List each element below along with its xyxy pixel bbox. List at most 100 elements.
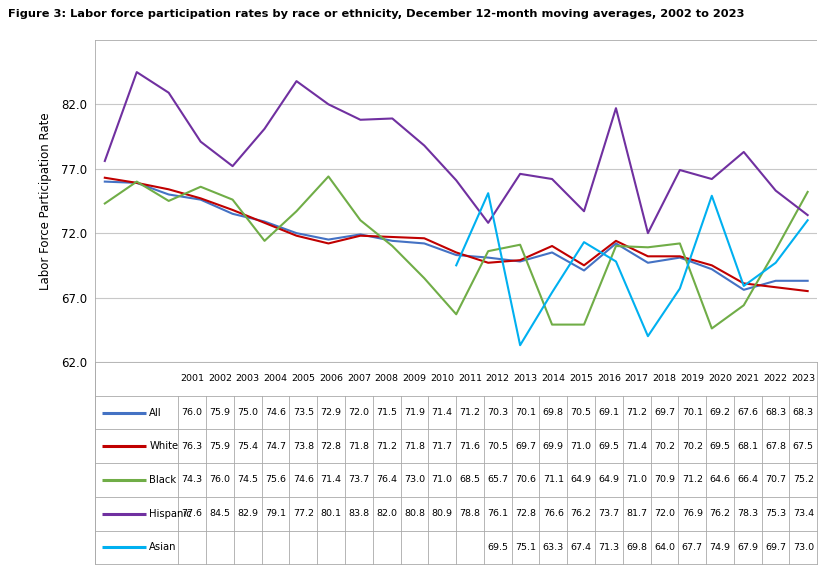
Text: 68.3: 68.3 <box>764 408 785 417</box>
Text: 76.6: 76.6 <box>543 509 563 518</box>
Text: 70.9: 70.9 <box>653 475 674 484</box>
Text: 75.0: 75.0 <box>237 408 258 417</box>
Text: 76.2: 76.2 <box>570 509 590 518</box>
Text: 2021: 2021 <box>735 374 759 383</box>
Text: 71.1: 71.1 <box>543 475 563 484</box>
Text: 74.6: 74.6 <box>293 475 313 484</box>
Text: 69.9: 69.9 <box>543 442 563 451</box>
Text: 75.9: 75.9 <box>209 442 230 451</box>
Text: 71.0: 71.0 <box>570 442 590 451</box>
Text: 70.3: 70.3 <box>486 408 508 417</box>
Text: 71.9: 71.9 <box>404 408 424 417</box>
Text: 75.3: 75.3 <box>764 509 785 518</box>
Text: 69.8: 69.8 <box>625 543 647 552</box>
Text: 74.3: 74.3 <box>181 475 203 484</box>
Text: 72.0: 72.0 <box>348 408 369 417</box>
Text: 79.1: 79.1 <box>265 509 285 518</box>
Text: 76.9: 76.9 <box>681 509 702 518</box>
Text: 2008: 2008 <box>374 374 398 383</box>
Text: 76.3: 76.3 <box>181 442 203 451</box>
Text: 69.5: 69.5 <box>709 442 729 451</box>
Text: 73.8: 73.8 <box>293 442 313 451</box>
Text: 74.7: 74.7 <box>265 442 285 451</box>
Text: 70.1: 70.1 <box>681 408 702 417</box>
Text: 2007: 2007 <box>347 374 370 383</box>
Text: 75.2: 75.2 <box>792 475 813 484</box>
Text: 2003: 2003 <box>236 374 260 383</box>
Text: 2001: 2001 <box>180 374 204 383</box>
Y-axis label: Labor Force Participation Rate: Labor Force Participation Rate <box>40 112 52 290</box>
Text: 2022: 2022 <box>762 374 786 383</box>
Text: 2004: 2004 <box>263 374 287 383</box>
Text: 2023: 2023 <box>791 374 815 383</box>
Text: 70.6: 70.6 <box>514 475 535 484</box>
Text: 69.7: 69.7 <box>514 442 535 451</box>
Text: 65.7: 65.7 <box>486 475 508 484</box>
Text: 70.7: 70.7 <box>764 475 785 484</box>
Text: 2020: 2020 <box>707 374 731 383</box>
Text: 71.4: 71.4 <box>320 475 342 484</box>
Text: 80.8: 80.8 <box>404 509 424 518</box>
Text: 67.9: 67.9 <box>736 543 758 552</box>
Text: 2013: 2013 <box>513 374 537 383</box>
Text: 2016: 2016 <box>596 374 620 383</box>
Text: 71.2: 71.2 <box>681 475 702 484</box>
Text: 69.2: 69.2 <box>709 408 729 417</box>
Text: 2010: 2010 <box>430 374 454 383</box>
Text: 70.1: 70.1 <box>514 408 535 417</box>
Text: 73.5: 73.5 <box>293 408 313 417</box>
Text: 82.9: 82.9 <box>237 509 258 518</box>
Text: 82.0: 82.0 <box>375 509 397 518</box>
Text: 73.7: 73.7 <box>348 475 369 484</box>
Text: 70.2: 70.2 <box>653 442 674 451</box>
Text: 75.4: 75.4 <box>237 442 258 451</box>
Text: 73.0: 73.0 <box>791 543 813 552</box>
Text: 83.8: 83.8 <box>348 509 369 518</box>
Text: Black: Black <box>149 475 176 485</box>
Text: 66.4: 66.4 <box>736 475 758 484</box>
Text: 67.8: 67.8 <box>764 442 785 451</box>
Text: 71.0: 71.0 <box>431 475 452 484</box>
Text: 67.5: 67.5 <box>792 442 813 451</box>
Text: Figure 3: Labor force participation rates by race or ethnicity, December 12-mont: Figure 3: Labor force participation rate… <box>8 9 743 19</box>
Text: 67.4: 67.4 <box>570 543 590 552</box>
Text: 72.9: 72.9 <box>320 408 342 417</box>
Text: 71.2: 71.2 <box>375 442 397 451</box>
Text: 71.2: 71.2 <box>625 408 647 417</box>
Text: 63.3: 63.3 <box>542 543 563 552</box>
Text: 75.1: 75.1 <box>514 543 535 552</box>
Text: 81.7: 81.7 <box>625 509 647 518</box>
Text: 2009: 2009 <box>402 374 426 383</box>
Text: 74.6: 74.6 <box>265 408 285 417</box>
Text: 77.6: 77.6 <box>181 509 203 518</box>
Text: 2005: 2005 <box>291 374 315 383</box>
Text: 2014: 2014 <box>541 374 565 383</box>
Text: 76.2: 76.2 <box>709 509 729 518</box>
Text: 67.6: 67.6 <box>736 408 758 417</box>
Text: 71.5: 71.5 <box>375 408 397 417</box>
Text: 69.5: 69.5 <box>486 543 508 552</box>
Text: 76.0: 76.0 <box>209 475 230 484</box>
Text: 69.1: 69.1 <box>598 408 619 417</box>
Text: 70.5: 70.5 <box>570 408 590 417</box>
Text: 76.0: 76.0 <box>181 408 203 417</box>
Text: 2019: 2019 <box>680 374 704 383</box>
Text: 73.7: 73.7 <box>598 509 619 518</box>
Text: 70.5: 70.5 <box>486 442 508 451</box>
Text: 2012: 2012 <box>485 374 509 383</box>
Text: 64.0: 64.0 <box>653 543 674 552</box>
Text: All: All <box>149 408 162 418</box>
Text: 72.8: 72.8 <box>320 442 342 451</box>
Text: 80.9: 80.9 <box>431 509 452 518</box>
Text: 74.5: 74.5 <box>237 475 258 484</box>
Text: 64.6: 64.6 <box>709 475 729 484</box>
Text: White: White <box>149 441 179 451</box>
Text: 71.4: 71.4 <box>431 408 452 417</box>
Text: 70.2: 70.2 <box>681 442 702 451</box>
Text: 67.7: 67.7 <box>681 543 702 552</box>
Text: 64.9: 64.9 <box>570 475 590 484</box>
Text: 68.5: 68.5 <box>459 475 480 484</box>
Text: 2015: 2015 <box>568 374 592 383</box>
Text: 69.8: 69.8 <box>543 408 563 417</box>
Text: 2011: 2011 <box>457 374 481 383</box>
